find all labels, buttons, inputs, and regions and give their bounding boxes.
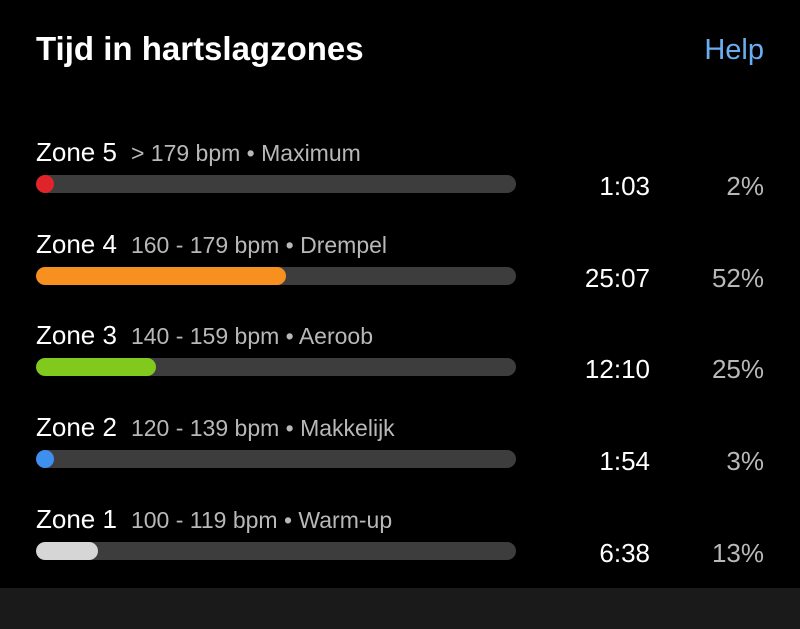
zone-name: Zone 1: [36, 504, 117, 534]
zone-progress-track: [36, 267, 516, 285]
zone-time: 25:07: [584, 263, 650, 293]
zone-name: Zone 2: [36, 412, 117, 442]
zone-progress-track: [36, 358, 516, 376]
zone-progress-track: [36, 450, 516, 468]
page-title: Tijd in hartslagzones: [36, 30, 364, 67]
zone-row-2: Zone 2 120 - 139 bpm • Makkelijk 1:54 3%: [0, 412, 800, 492]
zone-progress-track: [36, 542, 516, 560]
zone-progress-fill: [36, 358, 156, 376]
heart-rate-zones-card: Tijd in hartslagzones Help Zone 5 > 179 b…: [0, 30, 800, 584]
zone-time: 1:54: [599, 446, 650, 476]
help-link[interactable]: Help: [704, 34, 764, 66]
zone-progress-track: [36, 175, 516, 193]
zone-header: Zone 1 100 - 119 bpm • Warm-up: [36, 504, 392, 535]
zone-header: Zone 5 > 179 bpm • Maximum: [36, 137, 361, 168]
zone-progress-fill: [36, 450, 54, 468]
zone-percent: 13%: [711, 538, 764, 568]
zone-row-5: Zone 5 > 179 bpm • Maximum 1:03 2%: [0, 137, 800, 217]
zone-name: Zone 5: [36, 137, 117, 167]
zone-header: Zone 2 120 - 139 bpm • Makkelijk: [36, 412, 395, 443]
zone-name: Zone 4: [36, 229, 117, 259]
zone-row-3: Zone 3 140 - 159 bpm • Aeroob 12:10 25%: [0, 320, 800, 400]
zone-header: Zone 3 140 - 159 bpm • Aeroob: [36, 320, 373, 351]
zone-row-1: Zone 1 100 - 119 bpm • Warm-up 6:38 13%: [0, 504, 800, 584]
zone-time: 12:10: [584, 354, 650, 384]
zone-name: Zone 3: [36, 320, 117, 350]
zone-percent: 3%: [726, 446, 764, 476]
zone-percent: 25%: [711, 354, 764, 384]
zone-progress-fill: [36, 175, 54, 193]
zone-range: 160 - 179 bpm • Drempel: [130, 232, 388, 258]
zone-percent: 2%: [726, 171, 764, 201]
zone-range: > 179 bpm • Maximum: [130, 140, 361, 166]
zone-range: 120 - 139 bpm • Makkelijk: [130, 415, 395, 441]
zone-progress-fill: [36, 542, 98, 560]
zone-progress-fill: [36, 267, 286, 285]
zone-range: 140 - 159 bpm • Aeroob: [130, 323, 374, 349]
zone-row-4: Zone 4 160 - 179 bpm • Drempel 25:07 52%: [0, 229, 800, 309]
zone-time: 6:38: [599, 538, 650, 568]
bottom-panel-edge: [0, 588, 800, 629]
zone-header: Zone 4 160 - 179 bpm • Drempel: [36, 229, 387, 260]
zone-percent: 52%: [711, 263, 764, 293]
zone-time: 1:03: [599, 171, 650, 201]
zone-range: 100 - 119 bpm • Warm-up: [130, 507, 393, 533]
